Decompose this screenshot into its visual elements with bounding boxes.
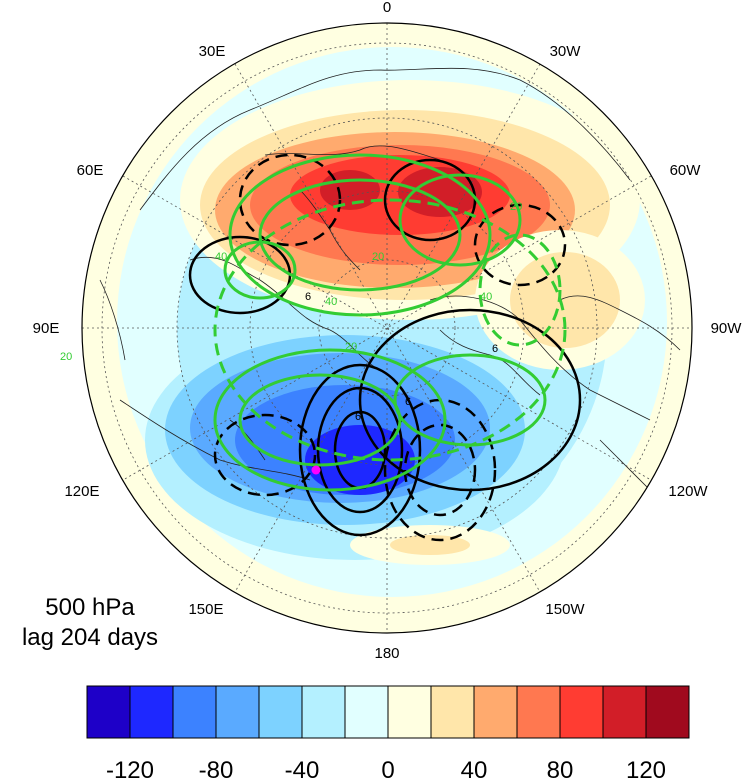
lon-label-30w: 30W — [550, 43, 582, 60]
colorbar-swatch — [602, 685, 647, 739]
lon-label-120w: 120W — [668, 483, 708, 500]
colorbar-labels: -120 -80 -40 0 40 80 120 — [106, 757, 666, 779]
colorbar-swatch — [215, 685, 260, 739]
green-contour-label: 40 — [480, 291, 492, 303]
location-marker — [311, 465, 321, 475]
lon-label-60e: 60E — [77, 162, 104, 179]
black-contour-label: 6 — [492, 343, 498, 355]
colorbar-swatch — [86, 685, 131, 739]
coastlines — [99, 67, 681, 501]
colorbar-tick-label: 0 — [381, 757, 394, 779]
lon-label-150e: 150E — [188, 601, 223, 618]
colorbar-swatch — [559, 685, 604, 739]
black-contour-label: 6 — [355, 411, 361, 423]
green-contour-label: 40 — [325, 296, 337, 308]
black-contour-label: 6 — [305, 291, 311, 303]
colorbar-swatch — [473, 685, 518, 739]
colorbar-tick-label: -120 — [106, 757, 154, 779]
longitude-labels: 0 30W 60W 90W 120W 150W 180 150E 120E 90… — [33, 0, 743, 662]
green-contour-label: 20 — [60, 351, 72, 363]
lon-label-150w: 150W — [545, 601, 585, 618]
map-border — [81, 22, 693, 634]
colorbar — [86, 685, 690, 739]
green-contours — [213, 153, 567, 492]
lon-label-90w: 90W — [711, 320, 743, 337]
colorbar-swatch — [344, 685, 389, 739]
lon-label-180: 180 — [374, 645, 399, 662]
black-contour-label: 6 — [405, 396, 411, 408]
green-contour-label: 20 — [372, 251, 384, 263]
level-text: 500 hPa — [45, 594, 135, 621]
graticule — [82, 23, 692, 633]
lon-label-60w: 60W — [670, 162, 702, 179]
green-contour-label: 20 — [510, 201, 522, 213]
colorbar-tick-label: 80 — [547, 757, 574, 779]
colorbar-swatch — [172, 685, 217, 739]
colorbar-swatch — [516, 685, 561, 739]
colorbar-tick-label: -40 — [285, 757, 320, 779]
lag-text: lag 204 days — [22, 624, 158, 651]
lon-label-0: 0 — [383, 0, 391, 16]
colorbar-swatch — [387, 685, 432, 739]
colorbar-swatch — [645, 685, 690, 739]
colorbar-swatch — [430, 685, 475, 739]
green-contour-label: 20 — [345, 341, 357, 353]
colorbar-swatch — [129, 685, 174, 739]
lon-label-90e: 90E — [33, 320, 60, 337]
lon-label-120e: 120E — [64, 483, 99, 500]
lon-label-30e: 30E — [199, 43, 226, 60]
colorbar-swatch — [301, 685, 346, 739]
colorbar-tick-label: 40 — [461, 757, 488, 779]
green-contour-label: 40 — [215, 251, 227, 263]
colorbar-tick-label: -80 — [199, 757, 234, 779]
colorbar-tick-label: 120 — [626, 757, 666, 779]
contour-labels: 20 40 20 40 20 40 20 6 6 6 6 — [60, 201, 522, 423]
colorbar-swatch — [258, 685, 303, 739]
